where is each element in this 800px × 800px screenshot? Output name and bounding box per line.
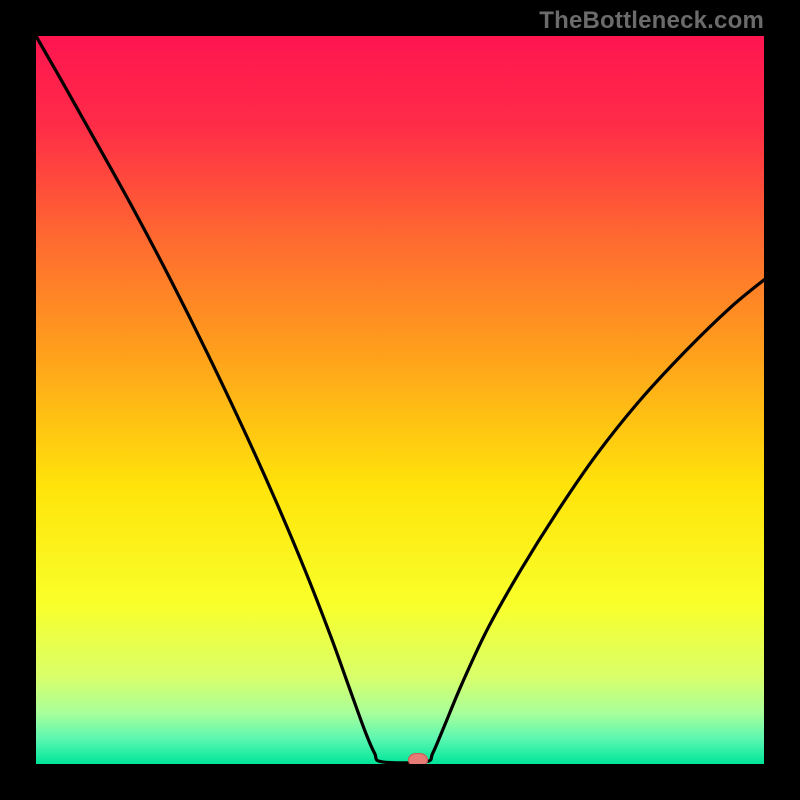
bottleneck-curve bbox=[36, 36, 764, 764]
plot-area bbox=[36, 36, 764, 764]
optimal-point-marker bbox=[408, 753, 428, 764]
watermark-text: TheBottleneck.com bbox=[539, 7, 764, 35]
chart-frame: TheBottleneck.com bbox=[0, 0, 800, 800]
